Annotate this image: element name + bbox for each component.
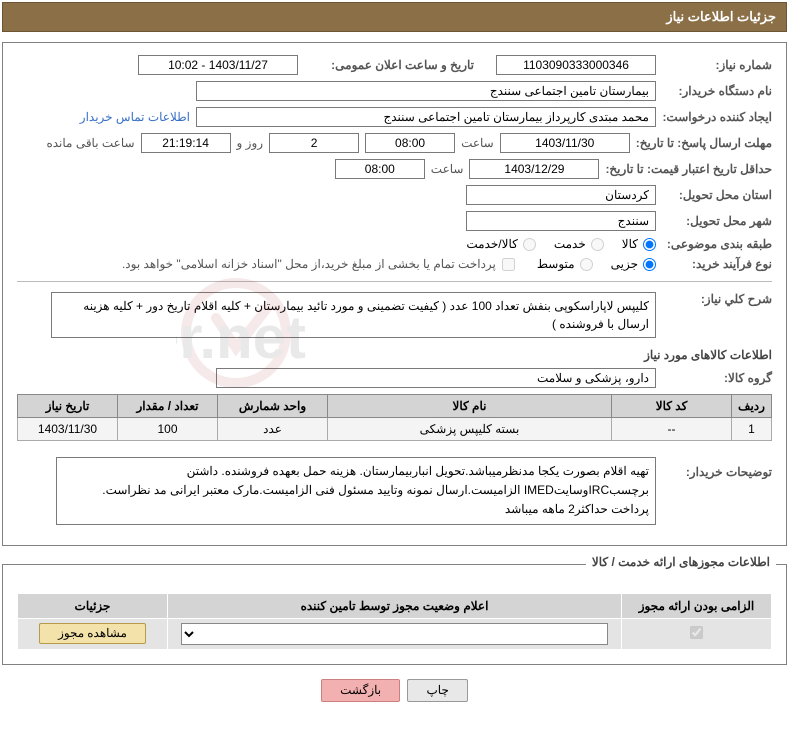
reply-date-value: 1403/11/30 <box>500 133 630 153</box>
remaining-days-value: 2 <box>269 133 359 153</box>
need-number-label: شماره نیاز: <box>662 58 772 72</box>
process-medium-label: متوسط <box>537 257 575 271</box>
process-medium-option[interactable]: متوسط <box>537 257 593 271</box>
city-label: شهر محل تحویل: <box>662 214 772 228</box>
print-button[interactable]: چاپ <box>407 679 467 702</box>
goods-th-qty: تعداد / مقدار <box>118 395 218 418</box>
table-cell: عدد <box>218 418 328 441</box>
buyer-org-value: بیمارستان تامین اجتماعی سنندج <box>196 81 656 101</box>
treasury-checkbox <box>502 258 515 271</box>
page-title: جزئیات اطلاعات نیاز <box>666 9 776 24</box>
category-goods-service-option[interactable]: کالا/خدمت <box>466 237 535 251</box>
buyer-org-label: نام دستگاه خریدار: <box>662 84 772 98</box>
permits-header: اطلاعات مجوزهای ارائه خدمت / کالا <box>586 555 776 569</box>
province-value: کردستان <box>466 185 656 205</box>
category-goods-label: کالا <box>622 237 638 251</box>
permits-panel: اطلاعات مجوزهای ارائه خدمت / کالا الزامی… <box>2 564 787 665</box>
requester-label: ایجاد کننده درخواست: <box>662 110 772 124</box>
payment-note: پرداخت تمام یا بخشی از مبلغ خرید،از محل … <box>122 257 496 271</box>
goods-group-label: گروه کالا: <box>662 371 772 385</box>
view-permit-button[interactable]: مشاهده مجوز <box>39 623 146 644</box>
category-goods-service-radio[interactable] <box>523 238 536 251</box>
goods-th-row: ردیف <box>732 395 772 418</box>
buyer-notes-value: تهیه اقلام بصورت یکجا مدنظرمیباشد.تحویل … <box>56 457 656 525</box>
need-info-panel: AriaTender.net شماره نیاز: 1103090333000… <box>2 42 787 546</box>
category-service-radio[interactable] <box>591 238 604 251</box>
city-value: سنندج <box>466 211 656 231</box>
hour-label-1: ساعت <box>461 136 494 150</box>
goods-table: ردیف کد کالا نام کالا واحد شمارش تعداد /… <box>17 394 772 441</box>
category-goods-radio[interactable] <box>643 238 656 251</box>
general-desc-label: شرح کلي نياز: <box>662 292 772 306</box>
permit-row: مشاهده مجوز <box>18 618 772 649</box>
process-minor-label: جزیی <box>611 257 638 271</box>
table-cell: 1 <box>732 418 772 441</box>
general-desc-value: کلیپس لاپاراسکوپی بنفش تعداد 100 عدد ( ک… <box>51 292 656 338</box>
goods-th-code: کد کالا <box>612 395 732 418</box>
table-row: 1--بسته کلیپس پزشکیعدد1001403/11/30 <box>18 418 772 441</box>
day-and-label: روز و <box>237 136 264 150</box>
goods-group-value: دارو، پزشکی و سلامت <box>216 368 656 388</box>
category-goods-service-label: کالا/خدمت <box>466 237 517 251</box>
goods-th-date: تاریخ نیاز <box>18 395 118 418</box>
table-cell: -- <box>612 418 732 441</box>
remaining-time-value: 21:19:14 <box>141 133 231 153</box>
buyer-notes-label: توضیحات خریدار: <box>662 449 772 479</box>
reply-deadline-label: مهلت ارسال پاسخ: تا تاریخ: <box>636 136 772 150</box>
button-row: چاپ بازگشت <box>2 679 787 702</box>
price-validity-time-value: 08:00 <box>335 159 425 179</box>
permit-table: الزامی بودن ارائه مجوز اعلام وضعیت مجوز … <box>17 593 772 650</box>
goods-th-unit: واحد شمارش <box>218 395 328 418</box>
permit-mandatory-checkbox <box>690 626 703 639</box>
table-cell: بسته کلیپس پزشکی <box>328 418 612 441</box>
need-number-value: 1103090333000346 <box>496 55 656 75</box>
requester-value: محمد مبتدی کارپرداز بیمارستان تامین اجتم… <box>196 107 656 127</box>
category-goods-option[interactable]: کالا <box>622 237 656 251</box>
goods-th-name: نام کالا <box>328 395 612 418</box>
table-cell: 1403/11/30 <box>18 418 118 441</box>
buyer-contact-link[interactable]: اطلاعات تماس خریدار <box>80 110 190 124</box>
hour-label-2: ساعت <box>431 162 464 176</box>
category-service-option[interactable]: خدمت <box>554 237 604 251</box>
permit-th-mandatory: الزامی بودن ارائه مجوز <box>622 593 772 618</box>
announce-label: تاریخ و ساعت اعلان عمومی: <box>304 58 474 72</box>
permit-status-select[interactable] <box>181 623 608 645</box>
category-service-label: خدمت <box>554 237 586 251</box>
category-label: طبقه بندی موضوعی: <box>662 237 772 251</box>
province-label: استان محل تحویل: <box>662 188 772 202</box>
goods-info-header: اطلاعات کالاهای مورد نياز <box>17 348 772 362</box>
buy-process-label: نوع فرآیند خرید: <box>662 257 772 271</box>
reply-time-value: 08:00 <box>365 133 455 153</box>
announce-value: 1403/11/27 - 10:02 <box>138 55 298 75</box>
table-cell: 100 <box>118 418 218 441</box>
process-medium-radio[interactable] <box>580 258 593 271</box>
process-minor-radio[interactable] <box>643 258 656 271</box>
permit-th-details: جزئیات <box>18 593 168 618</box>
price-validity-label: حداقل تاریخ اعتبار قیمت: تا تاریخ: <box>605 161 772 178</box>
process-minor-option[interactable]: جزیی <box>611 257 656 271</box>
remaining-label: ساعت باقی مانده <box>46 136 134 150</box>
back-button[interactable]: بازگشت <box>321 679 400 702</box>
permit-th-status: اعلام وضعیت مجوز توسط تامین کننده <box>168 593 622 618</box>
page-title-bar: جزئیات اطلاعات نیاز <box>2 2 787 32</box>
price-validity-date-value: 1403/12/29 <box>469 159 599 179</box>
